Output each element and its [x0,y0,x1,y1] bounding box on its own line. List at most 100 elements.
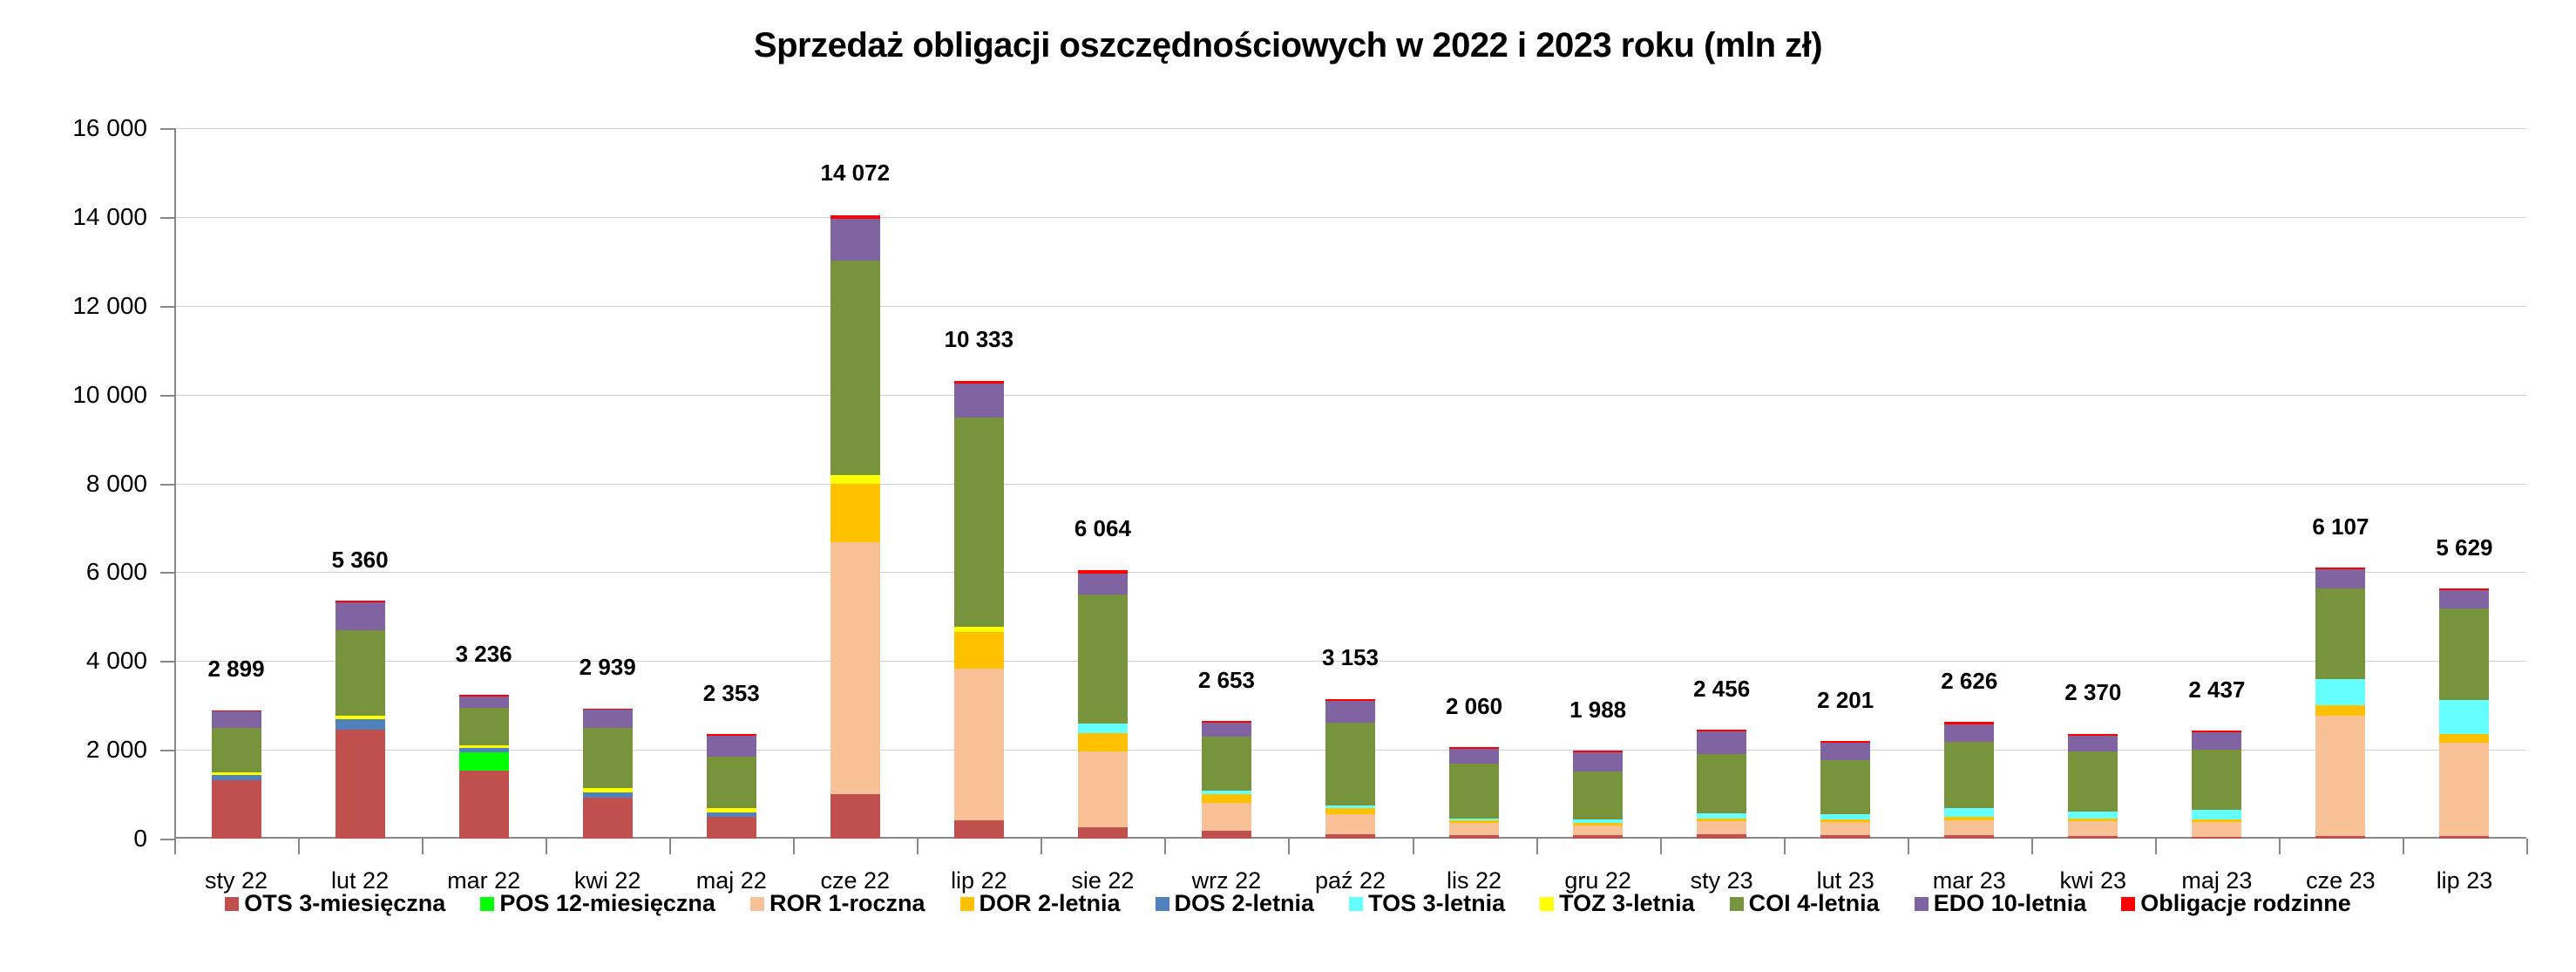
y-tick [160,839,174,840]
bar-segment [830,261,880,475]
legend-label: TOZ 3-letnia [1559,890,1695,916]
legend-swatch-icon [1914,896,1929,911]
legend-item: ROR 1-roczna [749,890,925,917]
x-tick-label: mar 23 [1932,867,2006,894]
bar-segment [1325,813,1375,834]
total-label: 14 072 [820,160,891,187]
category-group: 2 353 maj 22 [669,128,793,894]
y-tick [160,216,174,219]
category-group: 2 370 kwi 23 [2031,128,2155,894]
total-label: 5 360 [331,546,389,573]
category-group: 14 072 cze 22 [793,128,917,894]
total-label: 2 370 [2064,679,2122,706]
bar-segment [1325,698,1375,701]
bar-segment [1573,822,1624,826]
legend-swatch-icon [1349,896,1364,911]
bar-segment [2315,715,2366,836]
x-tick-label: sty 22 [205,867,268,894]
x-tick-label: paź 22 [1314,867,1386,894]
bar-segment [1077,733,1128,752]
bar-segment [1573,751,1624,771]
bar-segment [1820,742,1871,760]
legend-item: TOS 3-letnia [1349,890,1505,917]
gridline [174,128,2526,129]
gridline [174,216,2526,218]
bar-segment [953,669,1004,820]
bar-segment [2192,819,2242,822]
x-tick [546,839,548,854]
bar-segment [335,718,385,730]
x-tick [1412,839,1414,854]
bar-segment [1697,812,1747,819]
bar-segment [1449,746,1500,749]
bar-segment [1201,793,1251,803]
bar-segment [706,735,756,757]
x-tick [1535,839,1538,854]
legend-label: DOR 2-letnia [979,890,1121,916]
x-tick-label: mar 22 [447,867,521,894]
bar-segment [335,715,385,719]
bar-segment [1944,724,1995,742]
bar-segment [706,756,756,808]
bar-segment [1077,569,1128,574]
x-tick [2278,839,2281,854]
x-tick [2154,839,2157,854]
gridline [174,483,2526,485]
legend-item: DOR 2-letnia [959,890,1121,917]
bar-segment [2068,811,2118,819]
bar-segment [953,381,1004,384]
category-group: 2 899 sty 22 [174,128,298,894]
bar-segment [2192,731,2242,750]
bar-segment [335,601,385,603]
bar-segment [1449,748,1500,764]
x-tick [298,839,301,854]
bar-segment [1077,826,1128,839]
bar-segment [1077,595,1128,724]
legend-swatch-icon [749,896,764,911]
stacked-bar [2439,588,2490,839]
bar-segment [1573,825,1624,835]
bar-segment [1820,821,1871,835]
bar-segment [1944,819,1995,835]
stacked-bar [1325,698,1375,839]
x-tick-label: lut 22 [331,867,390,894]
category-group: 2 653 wrz 22 [1164,128,1288,894]
bar-segment [1449,834,1500,839]
x-tick-label: lip 22 [951,867,1007,894]
bar-segment [1325,807,1375,814]
stacked-bar [335,601,385,839]
legend-label: TOS 3-letnia [1368,890,1506,916]
stacked-bar [706,734,756,839]
stacked-bar [1573,750,1624,839]
category-group: 10 333 lip 22 [917,128,1041,894]
x-tick [422,839,424,854]
bar-segment [2192,809,2242,819]
total-label: 2 653 [1197,666,1255,693]
bar-segment [582,792,633,799]
bar-segment [1077,724,1128,734]
bar-segment [1573,750,1624,752]
gridline [174,572,2526,574]
bar-segment [1697,818,1747,821]
bar-segment [1449,819,1500,823]
x-tick-label: lis 22 [1447,867,1502,894]
x-tick [1288,839,1291,854]
x-tick-label: lip 23 [2436,867,2493,894]
bar-segment [458,694,509,697]
stacked-bar [1077,569,1128,839]
bar-segment [1201,830,1251,839]
category-group: 2 201 lut 23 [1784,128,1908,894]
legend-item: COI 4-letnia [1729,890,1880,917]
y-tick-label: 16 000 [72,114,147,141]
legend-swatch-icon [2121,896,2136,911]
bar-segment [1697,820,1747,834]
bar-segment [1944,741,1995,808]
total-label: 2 899 [207,656,265,683]
bar-segment [2315,704,2366,716]
bar-segment [2068,735,2118,751]
stacked-bar [2192,730,2242,839]
bar-segment [1449,822,1500,835]
category-group: 2 456 sty 23 [1660,128,1784,894]
stacked-bar [211,710,261,839]
total-label: 2 353 [702,680,760,707]
